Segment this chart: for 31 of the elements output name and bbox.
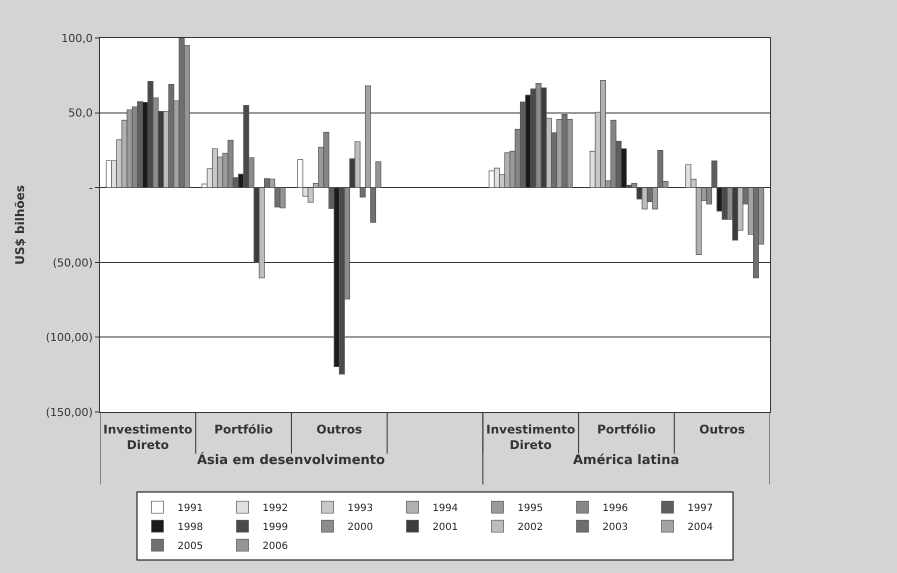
y-axis-title: US$ bilhões (13, 185, 28, 265)
legend-label: 1997 (688, 503, 713, 514)
legend-label: 1996 (602, 503, 628, 514)
x-tick-label: Investimento Direto (103, 422, 192, 452)
legend-label: 2000 (348, 522, 373, 534)
y-tick-label: - (88, 181, 93, 194)
x-tick-label: Portfólio (597, 422, 656, 436)
legend-label: 2001 (432, 522, 458, 534)
text: América latina (573, 453, 680, 468)
legend-label: 1991 (178, 503, 203, 514)
text: Ásia em desenvolvimento (197, 451, 385, 468)
y-tick-label: 100,0 (61, 32, 93, 45)
y-tick-label: 50,0 (68, 106, 93, 120)
legend-label: 1993 (348, 503, 373, 514)
legend-label: 2003 (602, 522, 628, 534)
y-tick-label: (100,00) (46, 331, 93, 344)
x-tick-label: Investimento Direto (486, 422, 576, 452)
y-tick-label: (150,00) (46, 406, 93, 419)
x-tick-label: Outros (699, 422, 746, 436)
legend-label: 2005 (178, 541, 203, 552)
x-tick-label: Outros (316, 422, 362, 436)
legend-label: 1992 (262, 503, 288, 514)
legend-label: 1999 (262, 522, 288, 534)
x-tick-label: Portfólio (214, 422, 273, 436)
legend-label: 2002 (518, 522, 543, 534)
y-tick-label: (50,00) (52, 256, 93, 270)
legend-label: 2006 (262, 541, 288, 552)
legend-label: 1998 (178, 522, 203, 534)
legend-label: 1995 (518, 503, 543, 514)
legend-label: 2004 (688, 522, 713, 534)
legend-label: 1994 (432, 503, 458, 514)
